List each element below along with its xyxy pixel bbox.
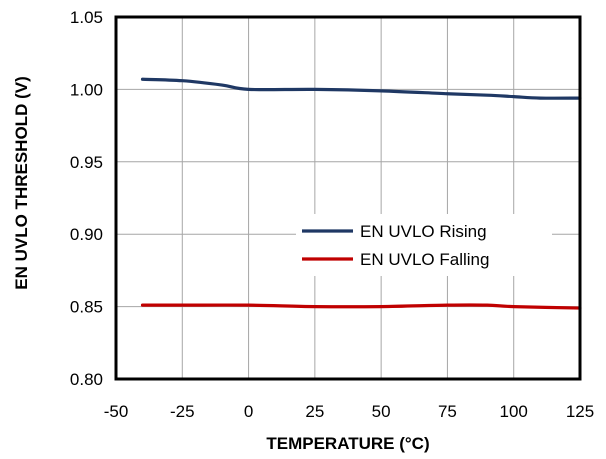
x-tick-label: 100 <box>500 402 528 421</box>
x-tick-label: 125 <box>566 402 594 421</box>
x-tick-label: 0 <box>244 402 253 421</box>
x-tick-label: -25 <box>170 402 195 421</box>
y-tick-label: 1.05 <box>70 8 103 27</box>
x-axis-title: TEMPERATURE (°C) <box>266 434 429 453</box>
legend-entry: EN UVLO Falling <box>360 250 489 269</box>
x-tick-label: 25 <box>305 402 324 421</box>
y-tick-label: 1.00 <box>70 80 103 99</box>
y-tick-label: 0.80 <box>70 370 103 389</box>
x-tick-label: 75 <box>438 402 457 421</box>
y-tick-label: 0.85 <box>70 298 103 317</box>
grid <box>115 16 581 380</box>
y-tick-labels: 0.80 0.85 0.90 0.95 1.00 1.05 <box>70 8 103 389</box>
series-line-falling <box>140 303 582 310</box>
legend-background <box>296 214 552 276</box>
x-tick-label: -50 <box>104 402 129 421</box>
series-lines <box>140 77 582 310</box>
y-axis-title: EN UVLO THRESHOLD (V) <box>12 76 31 289</box>
legend-entry: EN UVLO Rising <box>360 222 487 241</box>
x-tick-label: 50 <box>372 402 391 421</box>
x-tick-labels: -50 -25 0 25 50 75 100 125 <box>104 402 594 421</box>
series-line-rising <box>140 77 582 100</box>
y-tick-label: 0.90 <box>70 225 103 244</box>
y-tick-label: 0.95 <box>70 153 103 172</box>
legend: EN UVLO Rising EN UVLO Falling <box>296 214 552 276</box>
plot-frame <box>114 15 582 381</box>
